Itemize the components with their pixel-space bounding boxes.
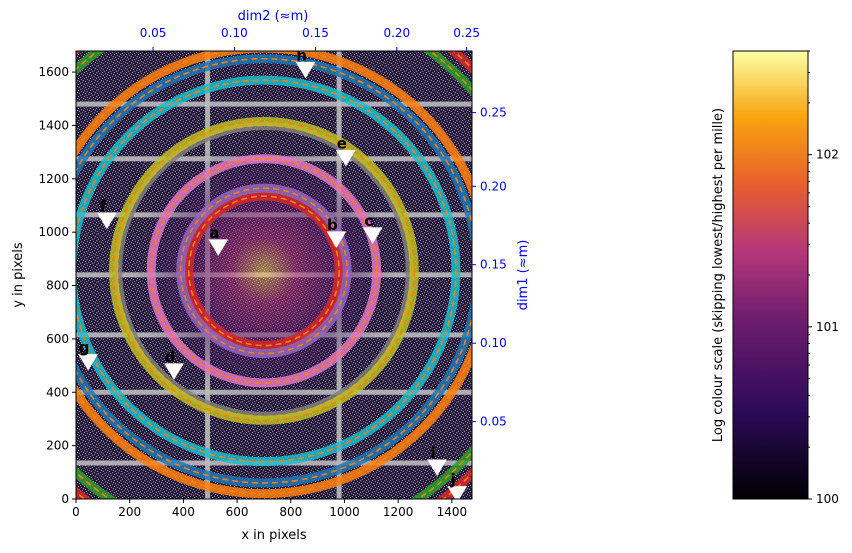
y-tick-label: 600 <box>46 332 69 346</box>
colorbar <box>732 50 809 500</box>
right-axis-label: dim1 (≈m) <box>516 240 531 311</box>
marker-d <box>164 363 184 380</box>
ring-fit-c <box>150 157 378 384</box>
calibration-rings <box>76 51 472 499</box>
marker-e <box>335 149 356 167</box>
colorbar-ticks: 100 101 102 <box>808 50 839 506</box>
top-axis-ticks: 0.05 0.10 0.15 0.20 0.25 <box>140 26 480 51</box>
marker-c <box>362 227 383 244</box>
marker-label-c: c <box>364 212 373 230</box>
marker-f <box>96 212 117 230</box>
colorbar-tick-label: 101 <box>816 320 839 334</box>
top-tick-label: 0.20 <box>383 26 410 40</box>
marker-a <box>208 239 229 256</box>
marker-i <box>427 459 447 476</box>
ring-fit-g <box>76 58 472 484</box>
marker-label-g: g <box>79 339 90 357</box>
right-axis-ticks: 0.05 0.10 0.15 0.20 0.25 <box>472 106 507 429</box>
colorbar-tick-label: 102 <box>816 148 839 162</box>
x-axis-ticks: 0 200 400 600 800 1000 1200 1400 <box>72 499 467 519</box>
marker-b <box>326 231 347 248</box>
ring-fit-f <box>76 79 457 463</box>
x-tick-label: 1400 <box>437 505 468 519</box>
marker-label-h: h <box>296 46 307 64</box>
marker-g <box>78 354 98 371</box>
y-axis-label: y in pixels <box>11 242 26 308</box>
y-axis-ticks: 0 200 400 600 800 1000 1200 1400 1600 <box>38 65 76 506</box>
right-tick-label: 0.05 <box>480 415 507 429</box>
x-tick-label: 600 <box>226 505 249 519</box>
colorbar-label: Log colour scale (skipping lowest/highes… <box>711 108 726 442</box>
x-tick-label: 400 <box>172 505 195 519</box>
marker-label-b: b <box>327 216 338 234</box>
marker-j <box>447 486 468 499</box>
right-tick-label: 0.25 <box>480 106 507 120</box>
x-tick-label: 1200 <box>383 505 414 519</box>
colorbar-tick-label: 100 <box>816 492 839 506</box>
y-tick-label: 1600 <box>38 65 69 79</box>
top-tick-label: 0.05 <box>140 26 167 40</box>
marker-h <box>295 61 316 79</box>
horizontal-gap <box>76 101 472 107</box>
right-tick-label: 0.10 <box>480 336 507 350</box>
y-tick-label: 0 <box>61 492 69 506</box>
ring-fit-a <box>187 195 340 347</box>
ring-fit-e <box>112 120 416 422</box>
top-axis-label: dim2 (≈m) <box>238 9 309 24</box>
y-tick-label: 1000 <box>38 225 69 239</box>
y-tick-label: 800 <box>46 279 69 293</box>
marker-label-f: f <box>100 197 107 215</box>
top-tick-label: 0.15 <box>302 26 329 40</box>
ring-fit-b <box>179 187 348 355</box>
right-tick-label: 0.15 <box>480 258 507 272</box>
right-tick-label: 0.20 <box>480 179 507 193</box>
y-tick-label: 1200 <box>38 172 69 186</box>
x-tick-label: 1000 <box>329 505 360 519</box>
y-tick-label: 1400 <box>38 118 69 132</box>
x-tick-label: 800 <box>279 505 302 519</box>
ring-fit-h <box>76 51 472 495</box>
marker-label-i: i <box>431 444 436 462</box>
beam-center-glow <box>133 140 394 401</box>
marker-label-a: a <box>209 224 219 242</box>
x-axis-label: x in pixels <box>241 528 307 543</box>
y-tick-label: 400 <box>46 385 69 399</box>
marker-label-e: e <box>337 134 347 152</box>
marker-label-d: d <box>165 348 176 366</box>
plot-area: a b c d e f g h ij <box>76 46 472 499</box>
top-tick-label: 0.10 <box>221 26 248 40</box>
x-tick-label: 0 <box>72 505 80 519</box>
y-tick-label: 200 <box>46 439 69 453</box>
top-tick-label: 0.25 <box>453 26 480 40</box>
plot-frame <box>75 50 473 500</box>
x-tick-label: 200 <box>118 505 141 519</box>
marker-label-j: j <box>450 471 456 489</box>
ring-markers: a b c d e f g h ij <box>78 46 468 499</box>
